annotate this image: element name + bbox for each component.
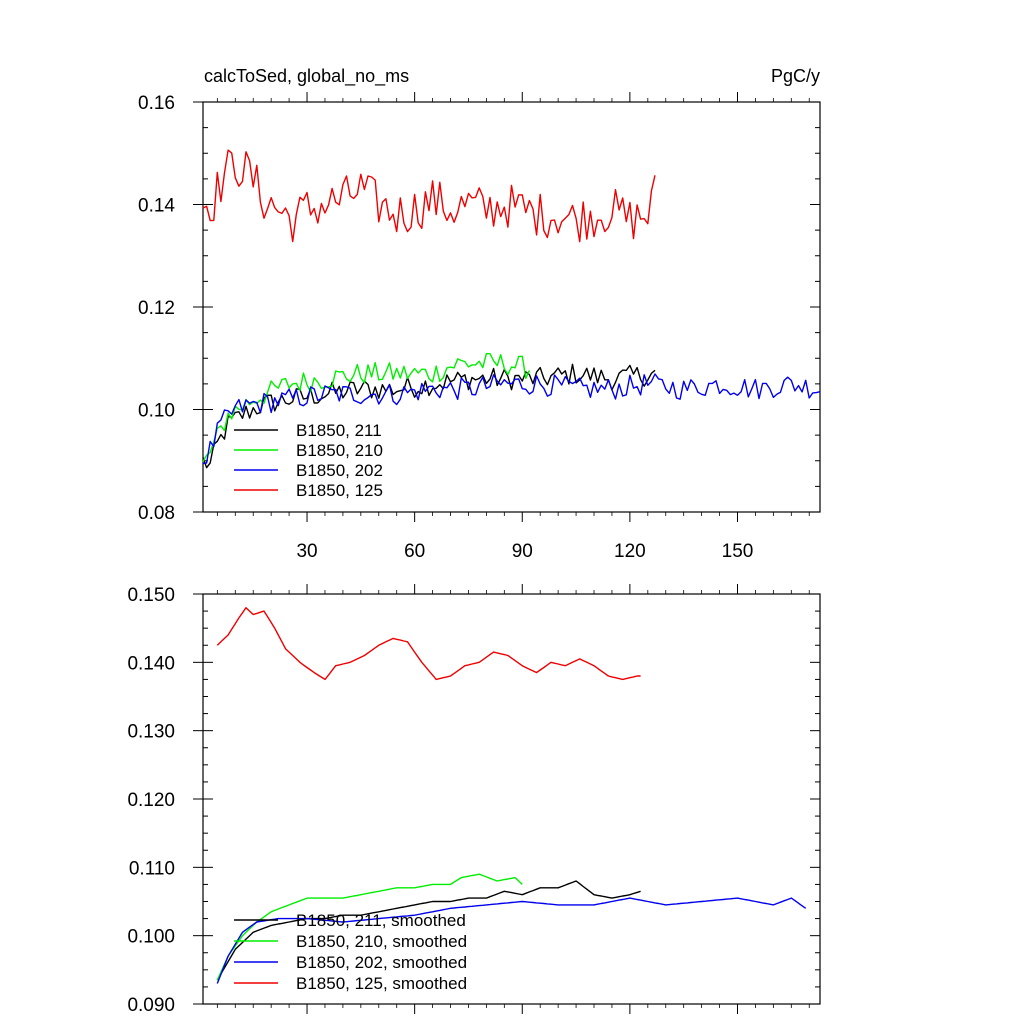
series-line-run_202 [216,897,807,984]
series-line-run_202 [202,373,821,465]
x-tick-label: 90 [512,541,533,562]
y-tick-label: 0.140 [127,653,175,674]
y-tick-label: 0.14 [138,196,175,217]
y-tick-label: 0.150 [127,585,175,606]
chart-title: calcToSed, global_no_ms [204,66,409,87]
units-label: PgC/y [771,66,820,86]
legend-label-125: B1850, 125 [296,481,383,500]
y-tick-label: 0.100 [127,927,175,948]
legend-label-202-smoothed: B1850, 202, smoothed [296,953,467,972]
y-tick-label: 0.16 [138,93,175,114]
legend-label-125-smoothed: B1850, 125, smoothed [296,974,467,993]
x-tick-label: 150 [722,541,754,562]
y-tick-label: 0.12 [138,298,175,319]
legend-label-211-smoothed: B1850, 211, smoothed [296,911,466,930]
top-legend: B1850, 211 B1850, 210 B1850, 202 B1850, … [234,421,383,500]
top-axes: 0.08 0.10 0.12 0.14 0.16 30 60 90 120 150 [138,92,821,562]
bottom-series [216,607,807,984]
y-tick-label: 0.110 [129,858,175,879]
bottom-panel: 0.090 0.100 0.110 0.120 0.130 0.140 0.150 B185… [127,584,821,1016]
series-line-run_211 [202,363,656,469]
legend-label-210: B1850, 210 [296,441,383,460]
legend-label-210-smoothed: B1850, 210, smoothed [296,932,467,951]
y-tick-label: 0.130 [127,722,175,743]
y-tick-label: 0.090 [127,995,175,1016]
series-line-run_125 [216,607,641,681]
bottom-legend: B1850, 211, smoothed B1850, 210, smoothe… [234,911,467,993]
y-tick-label: 0.08 [138,503,175,524]
bottom-axes: 0.090 0.100 0.110 0.120 0.130 0.140 0.150 [127,584,821,1016]
legend-label-202: B1850, 202 [296,461,383,480]
top-panel: calcToSed, global_no_ms PgC/y 0.080.100.… [138,66,821,562]
y-tick-label: 0.120 [127,790,175,811]
series-line-run_211 [216,880,641,981]
x-tick-label: 30 [296,541,317,562]
series-line-run_125 [202,149,656,243]
series-line-run_210 [216,873,523,981]
top-series [202,149,821,469]
y-tick-label: 0.10 [138,401,175,422]
legend-label-211: B1850, 211 [296,421,382,440]
x-tick-label: 60 [404,541,425,562]
x-tick-label: 120 [614,541,646,562]
